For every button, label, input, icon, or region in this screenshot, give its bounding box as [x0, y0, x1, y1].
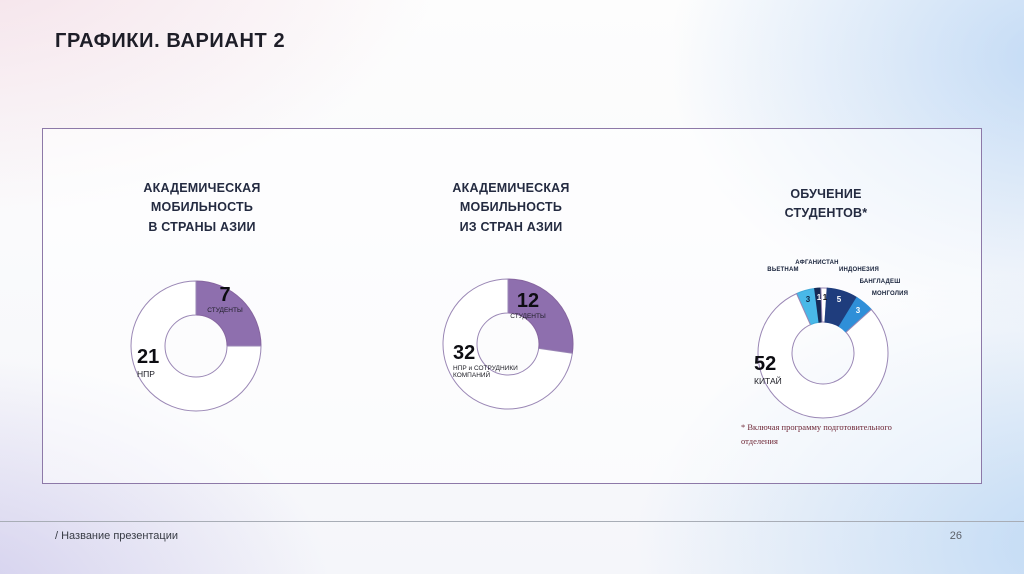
segment-value: 21	[137, 346, 160, 368]
segment-value: 12	[516, 290, 540, 312]
slide-title-number: 2	[273, 30, 286, 52]
donut-chart-student-education: ВЬЕТНАМ АФГАНИСТАН ИНДОНЕЗИЯ БАНГЛАДЕШ М…	[738, 260, 908, 438]
donut-chart-mobility-to-asia: 7 СТУДЕНТЫ 21 НПР	[111, 261, 281, 431]
donut-svg	[757, 287, 889, 419]
segment-label-students: 7 СТУДЕНТЫ	[195, 284, 255, 315]
segment-caption: СТУДЕНТЫ	[207, 307, 243, 314]
country-label-bangladesh: БАНГЛАДЕШ	[859, 279, 901, 285]
slide-footer: / Название презентации 26	[0, 521, 1024, 574]
presentation-name: / Название презентации	[55, 530, 179, 542]
chart-title-mobility-from-asia: АКАДЕМИЧЕСКАЯ МОБИЛЬНОСТЬ ИЗ СТРАН АЗИИ	[452, 181, 570, 234]
segment-value: 52	[754, 353, 777, 375]
chart-title-mobility-to-asia: АКАДЕМИЧЕСКАЯ МОБИЛЬНОСТЬ В СТРАНЫ АЗИИ	[143, 181, 261, 234]
segment-value-afghanistan: 1	[816, 293, 822, 302]
segment-caption: НПР и СОТРУДНИКИ КОМПАНИЙ	[453, 365, 518, 379]
segment-value-vietnam: 3	[805, 295, 811, 304]
country-label-afghanistan: АФГАНИСТАН	[795, 260, 839, 266]
chart-title-student-education: ОБУЧЕНИЕ СТУДЕНТОВ*	[784, 187, 868, 221]
segment-value-indonesia: 1	[822, 293, 828, 302]
country-label-mongolia: МОНГОЛИЯ	[871, 291, 909, 297]
segment-value: 7	[219, 284, 231, 306]
charts-panel: АКАДЕМИЧЕСКАЯ МОБИЛЬНОСТЬ В СТРАНЫ АЗИИ …	[42, 128, 982, 484]
segment-label-npr: 21 НПР	[137, 346, 160, 380]
country-label-indonesia: ИНДОНЕЗИЯ	[838, 267, 880, 273]
slide-title-text: ГРАФИКИ. ВАРИАНТ	[55, 30, 268, 52]
donut-chart-mobility-from-asia: 12 СТУДЕНТЫ 32 НПР и СОТРУДНИКИ КОМПАНИЙ	[423, 259, 593, 429]
segment-label-students: 12 СТУДЕНТЫ	[498, 290, 558, 321]
donut-svg	[130, 280, 262, 412]
segment-value-bangladesh: 5	[836, 295, 842, 304]
segment-caption: СТУДЕНТЫ	[510, 313, 546, 320]
segment-caption: НПР	[137, 369, 155, 379]
donut-svg	[442, 278, 574, 410]
page-number: 26	[949, 530, 962, 542]
country-label-vietnam: ВЬЕТНАМ	[767, 267, 799, 273]
chart-footnote: * Включая программу подготовительного от…	[741, 422, 892, 446]
segment-label-china: 52 КИТАЙ	[754, 353, 782, 387]
slide-title: ГРАФИКИ. ВАРИАНТ 2	[55, 30, 285, 53]
segment-label-npr-staff: 32 НПР и СОТРУДНИКИ КОМПАНИЙ	[453, 342, 535, 380]
segment-value: 32	[453, 342, 476, 364]
segment-value-mongolia: 3	[855, 306, 861, 315]
segment-caption: КИТАЙ	[754, 376, 782, 386]
